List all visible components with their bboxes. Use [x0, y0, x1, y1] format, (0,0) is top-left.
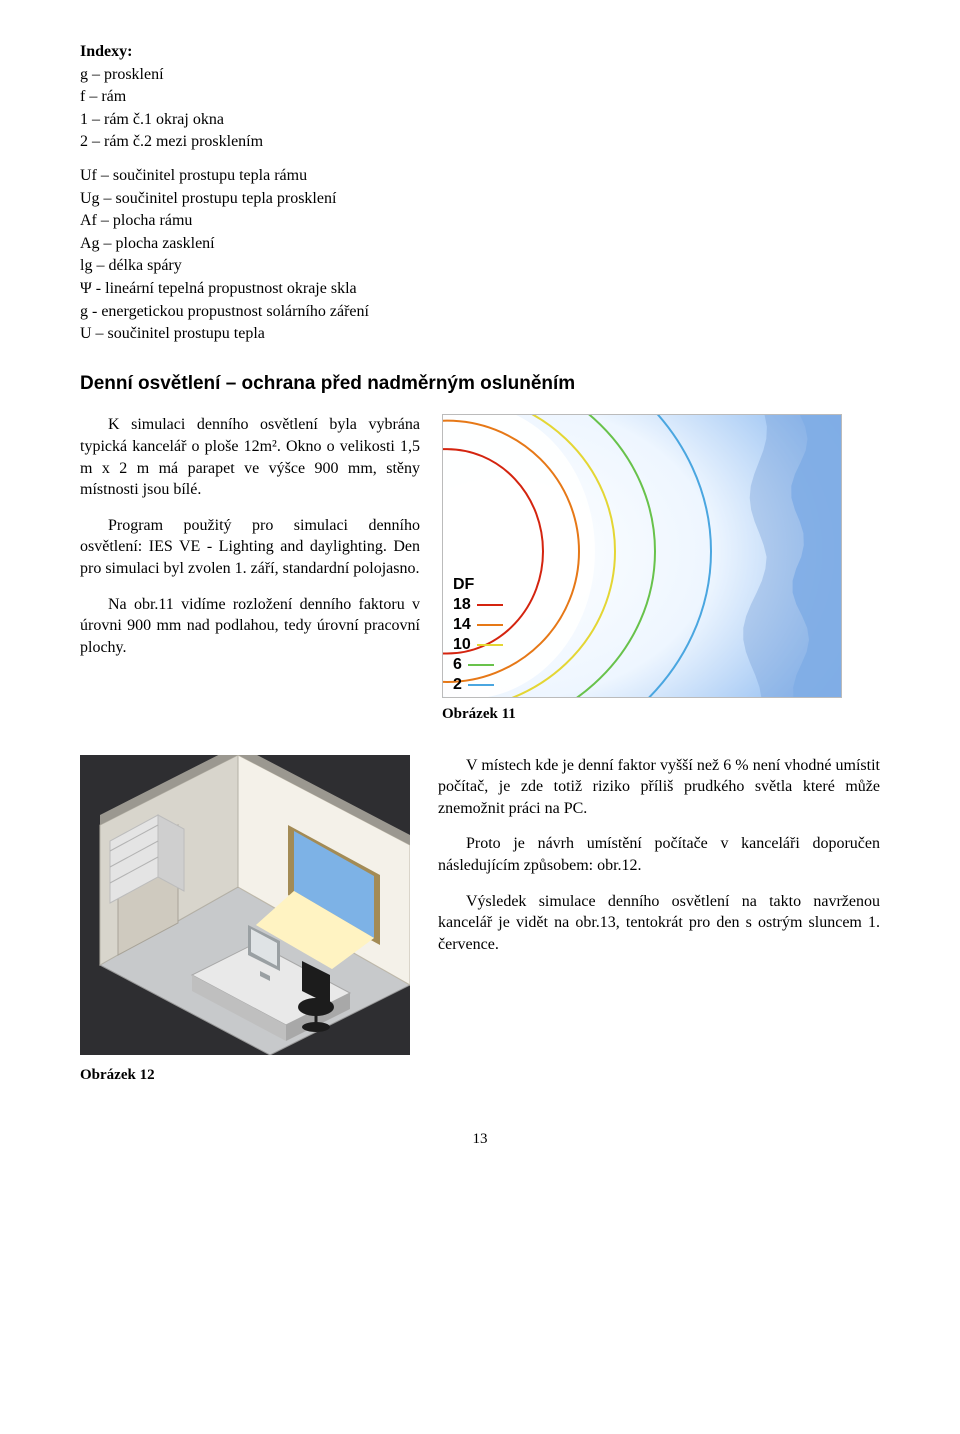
legend-swatch — [468, 664, 494, 666]
figure-caption: Obrázek 11 — [442, 704, 516, 724]
text-column-right: V místech kde je denní faktor vyšší než … — [438, 755, 880, 970]
legend-value: 14 — [453, 615, 471, 635]
indexy-item: g – prosklení — [80, 64, 880, 86]
paragraph: Program použitý pro simulaci denního osv… — [80, 515, 420, 580]
page-number: 13 — [80, 1129, 880, 1149]
figure-12-column: Obrázek 12 — [80, 755, 410, 1085]
indexy-item: 2 – rám č.2 mezi prosklením — [80, 131, 880, 153]
indexy-block: Indexy: g – prosklení f – rám 1 – rám č.… — [80, 41, 880, 153]
indexy-item: f – rám — [80, 86, 880, 108]
definition-line: lg – délka spáry — [80, 255, 880, 277]
definition-line: U – součinitel prostupu tepla — [80, 323, 880, 345]
definition-line: Ψ - lineární tepelná propustnost okraje … — [80, 278, 880, 300]
paragraph: K simulaci denního osvětlení byla vybrán… — [80, 414, 420, 500]
figure-caption: Obrázek 12 — [80, 1065, 410, 1085]
indexy-item: 1 – rám č.1 okraj okna — [80, 109, 880, 131]
legend-swatch — [477, 604, 503, 606]
legend-swatch — [477, 624, 503, 626]
figure-11-daylight-contours: DF 18 14 10 6 2 — [442, 414, 842, 698]
daylight-contour-svg — [443, 415, 842, 698]
definitions-block: Uf – součinitel prostupu tepla rámu Ug –… — [80, 165, 880, 345]
text-column: K simulaci denního osvětlení byla vybrán… — [80, 414, 420, 672]
definition-line: Uf – součinitel prostupu tepla rámu — [80, 165, 880, 187]
legend-swatch — [468, 684, 494, 686]
legend-value: 10 — [453, 635, 471, 655]
indexy-title: Indexy: — [80, 41, 880, 63]
paragraph: Proto je návrh umístění počítače v kance… — [438, 833, 880, 876]
office-iso-svg — [80, 755, 410, 1055]
two-column-section: K simulaci denního osvětlení byla vybrán… — [80, 414, 880, 724]
legend-value: 2 — [453, 675, 462, 695]
df-legend: DF 18 14 10 6 2 — [453, 575, 503, 695]
section-heading: Denní osvětlení – ochrana před nadměrným… — [80, 371, 880, 397]
definition-line: g - energetickou propustnost solárního z… — [80, 301, 880, 323]
legend-value: 6 — [453, 655, 462, 675]
paragraph: Na obr.11 vidíme rozložení denního fakto… — [80, 594, 420, 659]
definition-line: Af – plocha rámu — [80, 210, 880, 232]
definition-line: Ug – součinitel prostupu tepla prosklení — [80, 188, 880, 210]
paragraph: V místech kde je denní faktor vyšší než … — [438, 755, 880, 820]
df-label: DF — [453, 575, 474, 595]
legend-value: 18 — [453, 595, 471, 615]
figure-12-office-iso — [80, 755, 410, 1055]
figure-column: DF 18 14 10 6 2 Obrázek 11 — [442, 414, 880, 724]
legend-swatch — [477, 644, 503, 646]
bottom-row: Obrázek 12 V místech kde je denní faktor… — [80, 755, 880, 1085]
definition-line: Ag – plocha zasklení — [80, 233, 880, 255]
paragraph: Výsledek simulace denního osvětlení na t… — [438, 891, 880, 956]
